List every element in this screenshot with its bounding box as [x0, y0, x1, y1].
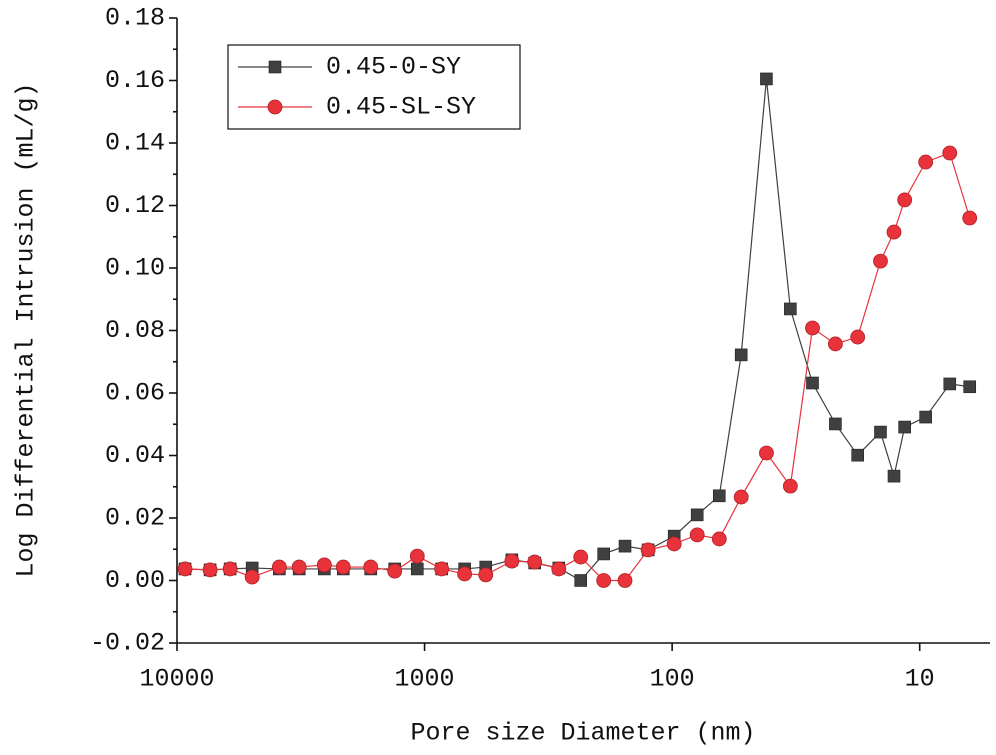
y-tick-label: -0.02 [90, 629, 165, 658]
data-point [387, 563, 403, 579]
data-point [409, 548, 425, 564]
data-point [666, 536, 682, 552]
data-point [410, 562, 424, 576]
data-point [887, 469, 901, 483]
y-tick-label: 0.04 [105, 441, 165, 470]
data-point [478, 567, 494, 583]
data-point [689, 527, 705, 543]
data-point [597, 547, 610, 561]
data-point [271, 559, 287, 575]
data-point [918, 154, 934, 170]
data-point [504, 553, 520, 569]
data-point [760, 72, 773, 86]
data-point [850, 329, 866, 345]
legend-marker [267, 99, 283, 115]
data-point [222, 561, 238, 577]
y-tick-label: 0.00 [105, 566, 165, 595]
data-point [733, 489, 749, 505]
y-tick-label: 0.14 [105, 129, 165, 158]
data-point [734, 348, 748, 362]
data-point [640, 542, 656, 558]
data-point [617, 573, 633, 588]
legend-label: 0.45-SL-SY [326, 93, 476, 122]
data-point [942, 145, 958, 161]
data-point [805, 320, 820, 336]
data-point [573, 549, 589, 565]
data-point [434, 561, 450, 577]
data-point [316, 557, 332, 573]
x-tick-label: 1000 [395, 665, 455, 694]
data-point [711, 531, 727, 547]
data-point [919, 410, 932, 424]
data-point [851, 448, 864, 462]
data-point [335, 559, 351, 575]
data-point [828, 336, 843, 352]
data-point [574, 574, 588, 587]
legend-marker [268, 60, 282, 74]
data-point [527, 554, 543, 570]
series-line [185, 78, 970, 582]
y-tick-label: 0.12 [105, 191, 165, 220]
data-point [806, 376, 819, 390]
data-point [962, 210, 978, 226]
legend-label: 0.45-0-SY [326, 53, 461, 82]
data-point [897, 192, 913, 208]
data-point [963, 380, 977, 394]
y-tick-label: 0.06 [105, 379, 165, 408]
x-axis-label: Pore size Diameter (nm) [410, 719, 755, 748]
data-point [363, 559, 379, 575]
legend-box [227, 44, 521, 130]
x-tick-label: 10 [905, 665, 935, 694]
data-point [291, 559, 307, 575]
y-axis-label: Log Differential Intrusion (mL/g) [12, 82, 41, 577]
data-point [177, 561, 193, 577]
data-point [712, 489, 726, 503]
x-tick-label: 10000 [139, 665, 214, 694]
y-tick-label: 0.08 [105, 316, 165, 345]
data-point [690, 508, 704, 522]
data-point [898, 420, 911, 434]
data-point [596, 573, 612, 588]
data-point [873, 253, 888, 269]
data-point [759, 445, 774, 461]
x-tick-label: 100 [650, 665, 695, 694]
data-point [784, 302, 797, 316]
y-tick-label: 0.02 [105, 504, 165, 533]
data-point [874, 425, 887, 439]
data-point [618, 539, 632, 553]
data-point [457, 566, 473, 582]
data-point [551, 561, 567, 577]
data-point [202, 562, 218, 578]
data-point [943, 377, 957, 391]
series-line [185, 152, 971, 582]
y-tick-label: 0.18 [105, 4, 165, 33]
data-point [829, 417, 842, 431]
data-point [782, 478, 798, 494]
data-point [244, 569, 260, 585]
data-point [886, 224, 902, 240]
y-tick-label: 0.10 [105, 254, 165, 283]
y-tick-label: 0.16 [105, 66, 165, 95]
